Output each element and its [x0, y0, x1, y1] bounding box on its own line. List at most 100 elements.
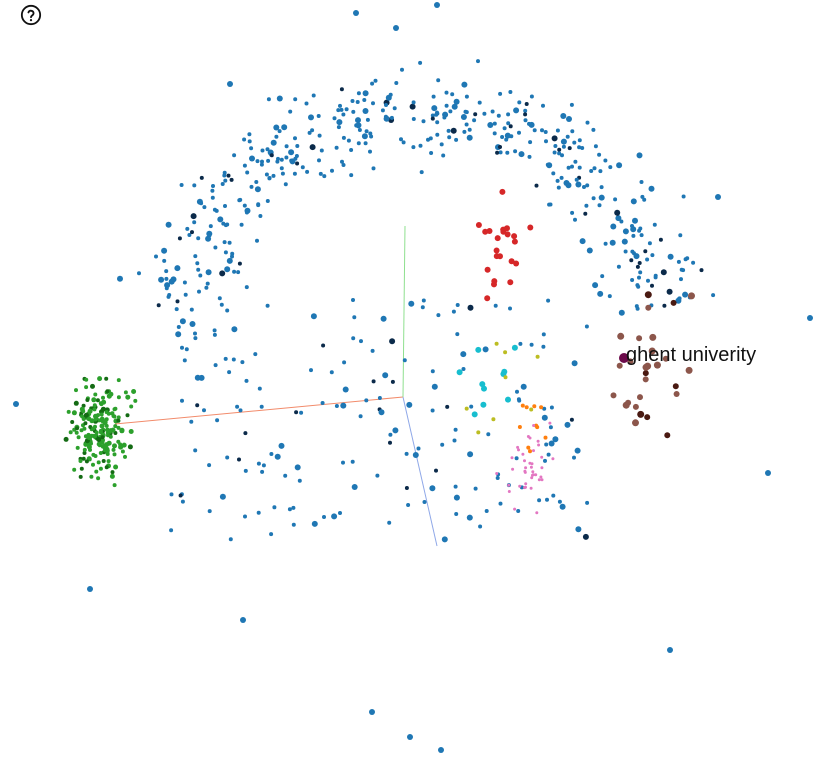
- data-point[interactable]: [131, 389, 137, 394]
- data-point[interactable]: [310, 313, 317, 320]
- data-point[interactable]: [616, 162, 623, 169]
- data-point[interactable]: [195, 403, 200, 408]
- data-point[interactable]: [556, 185, 561, 190]
- data-point[interactable]: [73, 400, 79, 406]
- data-point[interactable]: [180, 345, 184, 350]
- data-point[interactable]: [260, 469, 265, 474]
- outlier-point[interactable]: [407, 734, 413, 740]
- data-point[interactable]: [642, 376, 649, 383]
- data-point[interactable]: [523, 459, 526, 463]
- data-point[interactable]: [467, 451, 474, 458]
- data-point[interactable]: [517, 130, 521, 135]
- data-point[interactable]: [359, 339, 363, 344]
- data-point[interactable]: [228, 537, 233, 542]
- data-point[interactable]: [96, 437, 102, 442]
- data-point[interactable]: [223, 250, 228, 255]
- data-point[interactable]: [320, 401, 325, 405]
- data-point[interactable]: [534, 423, 539, 428]
- data-point[interactable]: [574, 447, 581, 454]
- data-point[interactable]: [105, 450, 110, 455]
- data-point[interactable]: [75, 426, 79, 431]
- data-point[interactable]: [555, 128, 560, 133]
- data-point[interactable]: [548, 421, 552, 425]
- data-point[interactable]: [546, 298, 551, 303]
- data-point[interactable]: [640, 194, 645, 199]
- data-point[interactable]: [520, 403, 525, 408]
- data-point[interactable]: [597, 152, 602, 157]
- data-point[interactable]: [346, 138, 351, 143]
- data-point[interactable]: [475, 346, 482, 353]
- data-point[interactable]: [284, 144, 289, 149]
- data-point[interactable]: [544, 139, 548, 144]
- data-point[interactable]: [339, 87, 344, 92]
- data-point[interactable]: [243, 514, 247, 519]
- data-point[interactable]: [368, 131, 373, 136]
- data-point[interactable]: [529, 486, 533, 490]
- data-point[interactable]: [164, 282, 171, 289]
- outlier-point[interactable]: [667, 647, 673, 653]
- data-point[interactable]: [334, 145, 339, 150]
- data-point[interactable]: [82, 451, 87, 455]
- data-point[interactable]: [383, 115, 390, 122]
- data-point[interactable]: [532, 424, 536, 427]
- data-point[interactable]: [116, 415, 121, 420]
- data-point[interactable]: [255, 159, 260, 164]
- data-point[interactable]: [222, 173, 227, 178]
- data-point[interactable]: [219, 270, 226, 277]
- data-point[interactable]: [99, 423, 105, 429]
- data-point[interactable]: [265, 199, 270, 203]
- data-point[interactable]: [523, 108, 528, 113]
- data-point[interactable]: [232, 269, 237, 274]
- point-cloud[interactable]: [13, 2, 813, 753]
- data-point[interactable]: [189, 419, 194, 424]
- data-point[interactable]: [524, 405, 529, 410]
- data-point[interactable]: [190, 213, 197, 220]
- data-point[interactable]: [491, 278, 498, 285]
- data-point[interactable]: [644, 291, 652, 299]
- data-point[interactable]: [274, 134, 279, 139]
- data-point[interactable]: [239, 222, 244, 227]
- data-point[interactable]: [355, 122, 362, 129]
- data-point[interactable]: [276, 95, 283, 102]
- data-point[interactable]: [564, 421, 571, 428]
- data-point[interactable]: [463, 109, 468, 114]
- data-point[interactable]: [645, 257, 650, 262]
- data-point[interactable]: [387, 520, 392, 525]
- data-point[interactable]: [338, 103, 342, 108]
- data-point[interactable]: [364, 129, 369, 134]
- data-point[interactable]: [317, 158, 321, 163]
- data-point[interactable]: [99, 416, 105, 422]
- data-point[interactable]: [541, 344, 546, 349]
- data-point[interactable]: [384, 103, 388, 107]
- data-point[interactable]: [508, 90, 513, 94]
- data-point[interactable]: [356, 141, 361, 146]
- data-point[interactable]: [254, 186, 261, 193]
- data-point[interactable]: [625, 399, 632, 406]
- data-point[interactable]: [269, 153, 274, 158]
- data-point[interactable]: [473, 112, 478, 117]
- data-point[interactable]: [247, 139, 252, 144]
- data-point[interactable]: [442, 111, 449, 118]
- data-point[interactable]: [529, 407, 534, 412]
- data-point[interactable]: [477, 100, 482, 105]
- data-point[interactable]: [487, 122, 494, 128]
- data-point[interactable]: [174, 265, 181, 272]
- data-point[interactable]: [572, 140, 577, 145]
- data-point[interactable]: [229, 177, 234, 182]
- data-point[interactable]: [529, 94, 534, 99]
- data-point[interactable]: [81, 456, 86, 461]
- data-point[interactable]: [633, 253, 640, 260]
- data-point[interactable]: [597, 290, 604, 297]
- data-point[interactable]: [271, 173, 276, 178]
- data-point[interactable]: [431, 383, 438, 390]
- data-point[interactable]: [451, 309, 456, 314]
- data-point[interactable]: [382, 372, 389, 379]
- data-point[interactable]: [532, 404, 537, 409]
- data-point[interactable]: [683, 257, 688, 262]
- data-point[interactable]: [435, 120, 440, 125]
- data-point[interactable]: [104, 376, 109, 381]
- data-point[interactable]: [352, 315, 357, 320]
- data-point[interactable]: [247, 132, 252, 137]
- data-point[interactable]: [637, 228, 642, 233]
- data-point[interactable]: [507, 279, 514, 286]
